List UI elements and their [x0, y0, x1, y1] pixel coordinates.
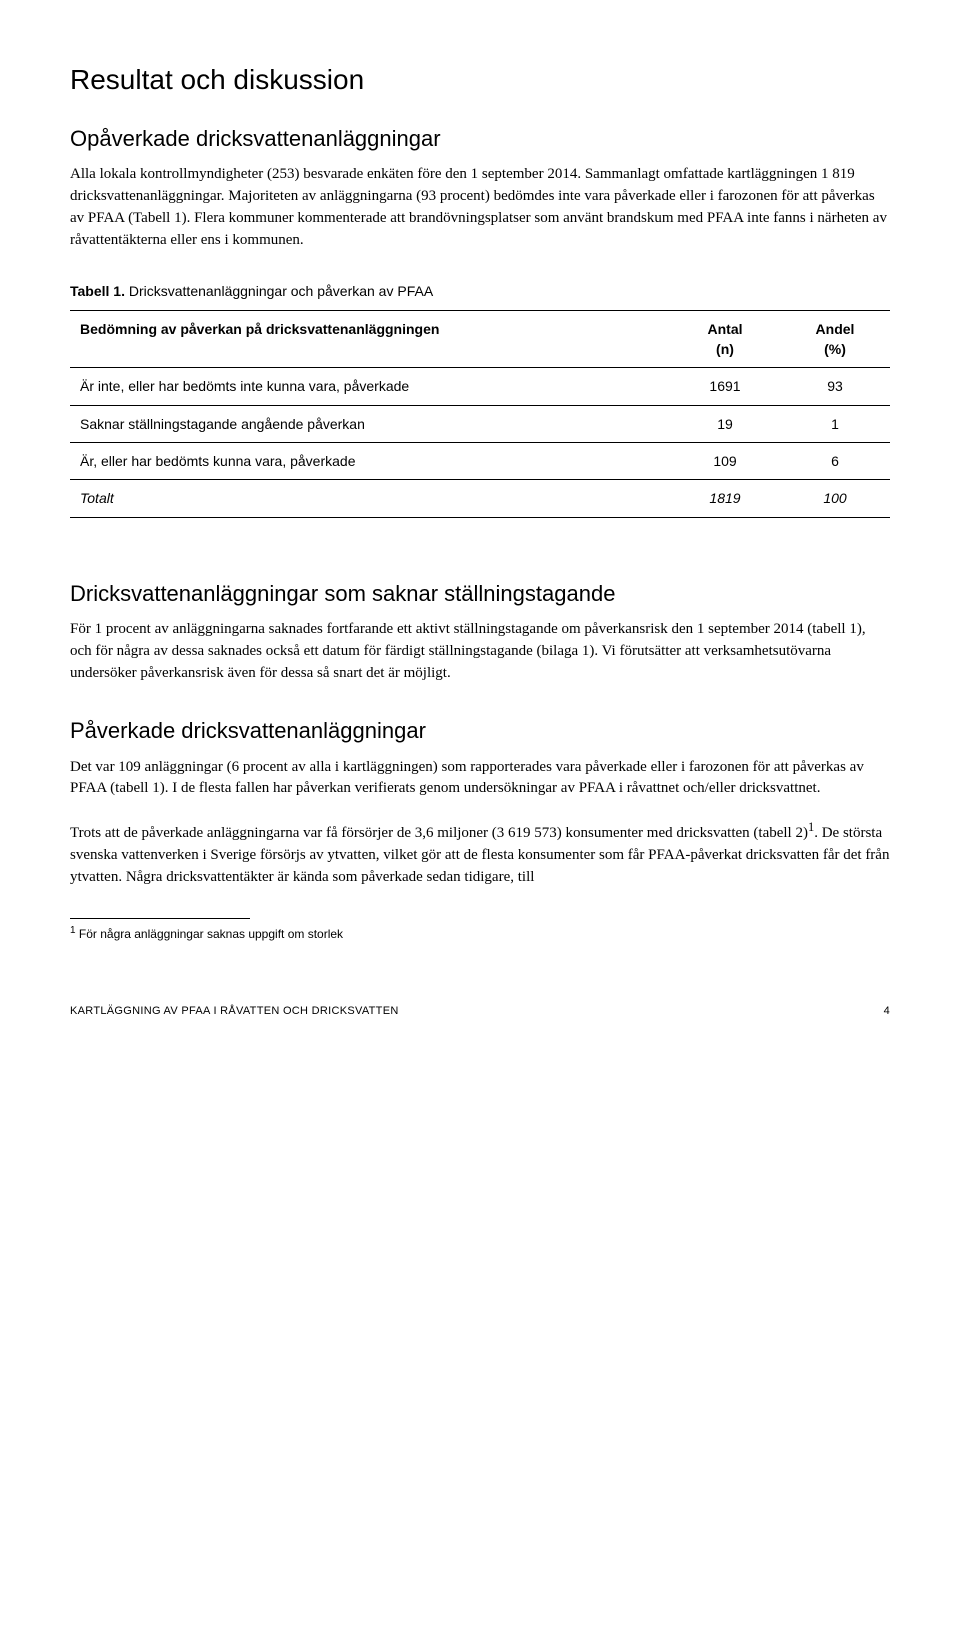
- table1-total-row: Totalt 1819 100: [70, 480, 890, 517]
- section3-para2-pre: Trots att de påverkade anläggningarna va…: [70, 825, 808, 841]
- table1-col2-header: Antal (n): [670, 310, 780, 368]
- table-row: Är inte, eller har bedömts inte kunna va…: [70, 368, 890, 405]
- table1-total-label: Totalt: [70, 480, 670, 517]
- table1-cell: 93: [780, 368, 890, 405]
- footnote-text: För några anläggningar saknas uppgift om…: [76, 927, 344, 941]
- table1-cell: 1: [780, 405, 890, 442]
- table1-cell: 6: [780, 442, 890, 479]
- section2-heading: Dricksvattenanläggningar som saknar stäl…: [70, 578, 890, 610]
- table1-title: Tabell 1. Dricksvattenanläggningar och p…: [70, 281, 890, 301]
- table1-cell: 19: [670, 405, 780, 442]
- page-title: Resultat och diskussion: [70, 60, 890, 101]
- table-row: Är, eller har bedömts kunna vara, påverk…: [70, 442, 890, 479]
- table1-cell: 109: [670, 442, 780, 479]
- table1-col2-header-line2: (n): [716, 341, 734, 357]
- section3-heading: Påverkade dricksvattenanläggningar: [70, 715, 890, 747]
- table1-total-pct: 100: [780, 480, 890, 517]
- table1-cell: Saknar ställningstagande angående påverk…: [70, 405, 670, 442]
- table1-cell: 1691: [670, 368, 780, 405]
- section2-para: För 1 procent av anläggningarna saknades…: [70, 619, 890, 684]
- section1-para: Alla lokala kontrollmyndigheter (253) be…: [70, 164, 890, 251]
- table1-header-row: Bedömning av påverkan på dricksvattenanl…: [70, 310, 890, 368]
- section3-para2: Trots att de påverkade anläggningarna va…: [70, 818, 890, 888]
- footnote: 1 För några anläggningar saknas uppgift …: [70, 924, 890, 943]
- table1-total-n: 1819: [670, 480, 780, 517]
- table1-cell: Är, eller har bedömts kunna vara, påverk…: [70, 442, 670, 479]
- table1-cell: Är inte, eller har bedömts inte kunna va…: [70, 368, 670, 405]
- table1-title-bold: Tabell 1.: [70, 283, 125, 299]
- footer-page-number: 4: [884, 1004, 890, 1020]
- section1-heading: Opåverkade dricksvattenanläggningar: [70, 123, 890, 155]
- footnote-rule: [70, 918, 250, 919]
- footer-left: KARTLÄGGNING AV PFAA I RÅVATTEN OCH DRIC…: [70, 1004, 399, 1020]
- table-row: Saknar ställningstagande angående påverk…: [70, 405, 890, 442]
- table1-title-rest: Dricksvattenanläggningar och påverkan av…: [125, 283, 433, 299]
- page-footer: KARTLÄGGNING AV PFAA I RÅVATTEN OCH DRIC…: [70, 1004, 890, 1020]
- table1-col1-header: Bedömning av påverkan på dricksvattenanl…: [70, 310, 670, 368]
- section3-para1: Det var 109 anläggningar (6 procent av a…: [70, 757, 890, 801]
- table1-col3-header-line2: (%): [824, 341, 846, 357]
- table1-col3-header: Andel (%): [780, 310, 890, 368]
- table1-col2-header-line1: Antal: [708, 321, 743, 337]
- table1: Bedömning av påverkan på dricksvattenanl…: [70, 310, 890, 518]
- table1-col3-header-line1: Andel: [816, 321, 855, 337]
